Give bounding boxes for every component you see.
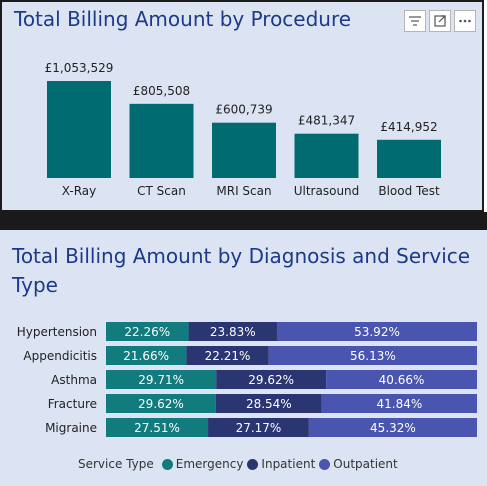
data-label-fracture-emergency: 29.62%: [138, 397, 184, 411]
data-label-migraine-outpatient: 45.32%: [370, 421, 416, 435]
data-label-asthma-emergency: 29.71%: [138, 373, 184, 387]
legend-dot-outpatient: [319, 458, 331, 470]
bar-segment-migraine-outpatient[interactable]: [308, 418, 477, 437]
x-tick-label-ultrasound: Ultrasound: [294, 184, 360, 198]
bar-segment-hypertension-outpatient[interactable]: [276, 322, 477, 341]
legend-item-emergency[interactable]: Emergency: [161, 457, 244, 471]
bar-segment-asthma-inpatient[interactable]: [216, 370, 327, 389]
bar-segment-hypertension-emergency[interactable]: [106, 322, 189, 341]
bar-segment-asthma-outpatient[interactable]: [326, 370, 477, 389]
legend-label-emergency: Emergency: [175, 457, 244, 471]
panel-separator: [0, 212, 487, 230]
bar-segment-asthma-emergency[interactable]: [106, 370, 217, 389]
data-label-hypertension-outpatient: 53.92%: [354, 325, 400, 339]
data-label-asthma-outpatient: 40.66%: [379, 373, 425, 387]
data-label-ultrasound: £481,347: [298, 114, 355, 128]
more-options-icon: [459, 19, 471, 23]
data-label-mri-scan: £600,739: [215, 103, 272, 117]
bar-ct-scan[interactable]: [129, 103, 194, 178]
data-label-migraine-inpatient: 27.17%: [236, 421, 282, 435]
data-label-hypertension-inpatient: 23.83%: [210, 325, 256, 339]
x-tick-label-blood-test: Blood Test: [378, 184, 440, 198]
x-tick-label-ct-scan: CT Scan: [137, 184, 186, 198]
bar-segment-fracture-emergency[interactable]: [106, 394, 216, 413]
legend-label-outpatient: Outpatient: [333, 457, 398, 471]
x-tick-label-x-ray: X-Ray: [62, 184, 96, 198]
data-label-migraine-emergency: 27.51%: [134, 421, 180, 435]
procedure-bar-chart: £1,053,529 X-Ray £805,508 CT Scan £600,739 MR…: [45, 61, 441, 198]
data-label-appendicitis-inpatient: 22.21%: [205, 349, 251, 363]
diagnosis-stacked-bar-chart: Hypertension 22.26% 23.83% 53.92% Appendicit…: [17, 322, 477, 437]
legend-dot-inpatient: [247, 458, 259, 470]
filter-icon: [409, 16, 421, 26]
legend-item-inpatient[interactable]: Inpatient: [247, 457, 315, 471]
data-label-fracture-outpatient: 41.84%: [377, 397, 423, 411]
procedure-chart-panel: Total Billing Amount by Procedure £1,05: [0, 0, 484, 212]
legend-item-outpatient[interactable]: Outpatient: [319, 457, 398, 471]
y-tick-label-hypertension: Hypertension: [17, 325, 97, 339]
y-tick-label-fracture: Fracture: [48, 397, 97, 411]
bar-segment-appendicitis-inpatient[interactable]: [186, 346, 269, 365]
data-label-blood-test: £414,952: [380, 120, 437, 134]
bar-segment-migraine-inpatient[interactable]: [208, 418, 309, 437]
data-label-fracture-inpatient: 28.54%: [246, 397, 292, 411]
bar-x-ray[interactable]: [47, 81, 111, 178]
legend-title: Service Type: [78, 457, 154, 471]
filter-button[interactable]: [404, 10, 426, 32]
x-tick-label-mri-scan: MRI Scan: [216, 184, 271, 198]
data-label-appendicitis-emergency: 21.66%: [123, 349, 169, 363]
data-label-appendicitis-outpatient: 56.13%: [350, 349, 396, 363]
bar-segment-appendicitis-emergency[interactable]: [106, 346, 187, 365]
bar-mri-scan[interactable]: [212, 122, 276, 178]
bar-blood-test[interactable]: [377, 139, 441, 178]
y-tick-label-asthma: Asthma: [51, 373, 97, 387]
data-label-x-ray: £1,053,529: [45, 61, 114, 75]
chart-legend: Service Type Emergency Inpatient Outpati…: [78, 457, 402, 471]
procedure-chart-title: Total Billing Amount by Procedure: [14, 7, 352, 31]
bar-segment-migraine-emergency[interactable]: [106, 418, 209, 437]
bar-segment-fracture-outpatient[interactable]: [321, 394, 477, 413]
y-tick-label-migraine: Migraine: [45, 421, 97, 435]
focus-mode-button[interactable]: [429, 10, 451, 32]
bar-segment-hypertension-inpatient[interactable]: [188, 322, 277, 341]
diagnosis-chart-panel: Total Billing Amount by Diagnosis and Se…: [0, 230, 487, 486]
visual-toolbar: [404, 10, 476, 32]
bar-segment-fracture-inpatient[interactable]: [215, 394, 322, 413]
bar-ultrasound[interactable]: [294, 133, 359, 178]
data-label-hypertension-emergency: 22.26%: [124, 325, 170, 339]
focus-mode-icon: [434, 15, 446, 27]
diagnosis-chart-title: Total Billing Amount by Diagnosis and Se…: [12, 244, 471, 297]
data-label-ct-scan: £805,508: [133, 84, 190, 98]
more-options-button[interactable]: [454, 10, 476, 32]
bar-segment-appendicitis-outpatient[interactable]: [268, 346, 477, 365]
y-tick-label-appendicitis: Appendicitis: [23, 349, 97, 363]
legend-label-inpatient: Inpatient: [261, 457, 316, 471]
data-label-asthma-inpatient: 29.62%: [248, 373, 294, 387]
legend-dot-emergency: [161, 458, 173, 470]
